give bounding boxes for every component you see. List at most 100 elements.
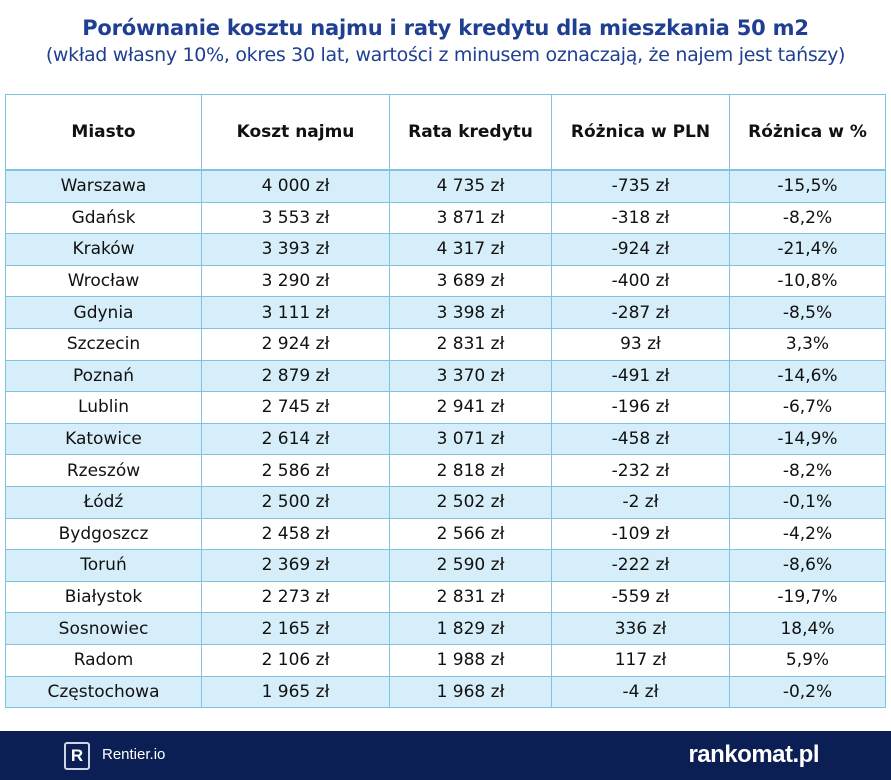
- cell-rent-cost: 2 106 zł: [201, 644, 390, 677]
- table-row: Gdynia 3 111 zł 3 398 zł -287 zł -8,5%: [5, 296, 886, 329]
- cell-rent-cost: 2 586 zł: [201, 454, 390, 487]
- cell-loan-installment: 2 941 zł: [389, 391, 552, 424]
- cell-difference-pln: -491 zł: [551, 360, 730, 393]
- table-row: Częstochowa 1 965 zł 1 968 zł -4 zł -0,2%: [5, 676, 886, 709]
- table-row: Rzeszów 2 586 zł 2 818 zł -232 zł -8,2%: [5, 454, 886, 487]
- cell-difference-pln: -735 zł: [551, 170, 730, 203]
- table-header-row: Miasto Koszt najmu Rata kredytu Różnica …: [5, 94, 886, 171]
- table-row: Bydgoszcz 2 458 zł 2 566 zł -109 zł -4,2%: [5, 518, 886, 551]
- cell-difference-pln: -109 zł: [551, 518, 730, 551]
- table-row: Szczecin 2 924 zł 2 831 zł 93 zł 3,3%: [5, 328, 886, 361]
- cell-rent-cost: 2 745 zł: [201, 391, 390, 424]
- cell-loan-installment: 3 871 zł: [389, 202, 552, 235]
- cell-difference-pln: -458 zł: [551, 423, 730, 456]
- cell-difference-percent: -8,2%: [729, 202, 886, 235]
- cell-loan-installment: 3 689 zł: [389, 265, 552, 298]
- cell-difference-pln: -287 zł: [551, 296, 730, 329]
- cell-rent-cost: 2 500 zł: [201, 486, 390, 519]
- cell-difference-pln: 117 zł: [551, 644, 730, 677]
- rankomat-logo: rankomat.pl: [688, 741, 819, 768]
- table-row: Gdańsk 3 553 zł 3 871 zł -318 zł -8,2%: [5, 202, 886, 235]
- cell-difference-percent: -19,7%: [729, 581, 886, 614]
- table-row: Warszawa 4 000 zł 4 735 zł -735 zł -15,5%: [5, 170, 886, 203]
- cell-loan-installment: 3 398 zł: [389, 296, 552, 329]
- cell-city: Toruń: [5, 549, 202, 582]
- cell-difference-pln: -559 zł: [551, 581, 730, 614]
- cell-difference-pln: -318 zł: [551, 202, 730, 235]
- cell-loan-installment: 1 829 zł: [389, 612, 552, 645]
- cell-difference-percent: -0,1%: [729, 486, 886, 519]
- cell-loan-installment: 2 831 zł: [389, 581, 552, 614]
- table-row: Radom 2 106 zł 1 988 zł 117 zł 5,9%: [5, 644, 886, 677]
- column-header-city: Miasto: [5, 94, 202, 171]
- cell-loan-installment: 3 071 zł: [389, 423, 552, 456]
- cell-difference-percent: -4,2%: [729, 518, 886, 551]
- cell-difference-pln: -924 zł: [551, 233, 730, 266]
- table-row: Wrocław 3 290 zł 3 689 zł -400 zł -10,8%: [5, 265, 886, 298]
- cell-rent-cost: 3 393 zł: [201, 233, 390, 266]
- cell-city: Poznań: [5, 360, 202, 393]
- cell-difference-pln: -222 zł: [551, 549, 730, 582]
- table-row: Poznań 2 879 zł 3 370 zł -491 zł -14,6%: [5, 360, 886, 393]
- cell-rent-cost: 2 458 zł: [201, 518, 390, 551]
- rentier-logo-icon: R: [64, 742, 90, 770]
- cell-difference-percent: -8,2%: [729, 454, 886, 487]
- cell-difference-percent: 18,4%: [729, 612, 886, 645]
- cell-city: Szczecin: [5, 328, 202, 361]
- table-row: Katowice 2 614 zł 3 071 zł -458 zł -14,9%: [5, 423, 886, 456]
- cell-loan-installment: 2 818 zł: [389, 454, 552, 487]
- cell-city: Kraków: [5, 233, 202, 266]
- table-body: Warszawa 4 000 zł 4 735 zł -735 zł -15,5% Gda…: [5, 170, 886, 709]
- chart-subtitle: (wkład własny 10%, okres 30 lat, wartośc…: [45, 44, 846, 66]
- table-row: Lublin 2 745 zł 2 941 zł -196 zł -6,7%: [5, 391, 886, 424]
- chart-title: Porównanie kosztu najmu i raty kredytu d…: [82, 16, 809, 40]
- cell-loan-installment: 2 502 zł: [389, 486, 552, 519]
- cell-loan-installment: 4 317 zł: [389, 233, 552, 266]
- cell-rent-cost: 1 965 zł: [201, 676, 390, 709]
- cell-rent-cost: 2 273 zł: [201, 581, 390, 614]
- cell-rent-cost: 2 924 zł: [201, 328, 390, 361]
- cell-rent-cost: 3 290 zł: [201, 265, 390, 298]
- cell-city: Gdynia: [5, 296, 202, 329]
- cell-city: Białystok: [5, 581, 202, 614]
- cell-city: Lublin: [5, 391, 202, 424]
- cell-difference-percent: -14,9%: [729, 423, 886, 456]
- cell-difference-percent: -8,6%: [729, 549, 886, 582]
- cell-difference-percent: 5,9%: [729, 644, 886, 677]
- column-header-difference-pln: Różnica w PLN: [551, 94, 730, 171]
- cell-loan-installment: 4 735 zł: [389, 170, 552, 203]
- cell-city: Częstochowa: [5, 676, 202, 709]
- footer-bar: R Rentier.io rankomat.pl: [0, 731, 891, 780]
- cell-rent-cost: 2 165 zł: [201, 612, 390, 645]
- title-block: Porównanie kosztu najmu i raty kredytu d…: [0, 0, 891, 66]
- cell-difference-percent: -8,5%: [729, 296, 886, 329]
- table-row: Łódź 2 500 zł 2 502 zł -2 zł -0,1%: [5, 486, 886, 519]
- table-row: Sosnowiec 2 165 zł 1 829 zł 336 zł 18,4%: [5, 612, 886, 645]
- cell-city: Radom: [5, 644, 202, 677]
- cell-city: Warszawa: [5, 170, 202, 203]
- cell-city: Wrocław: [5, 265, 202, 298]
- column-header-loan-installment: Rata kredytu: [389, 94, 552, 171]
- cell-city: Bydgoszcz: [5, 518, 202, 551]
- cell-difference-pln: -2 zł: [551, 486, 730, 519]
- comparison-table: Miasto Koszt najmu Rata kredytu Różnica …: [5, 94, 886, 709]
- cell-rent-cost: 2 369 zł: [201, 549, 390, 582]
- cell-loan-installment: 1 968 zł: [389, 676, 552, 709]
- cell-difference-pln: 93 zł: [551, 328, 730, 361]
- cell-loan-installment: 2 566 zł: [389, 518, 552, 551]
- table-row: Białystok 2 273 zł 2 831 zł -559 zł -19,7%: [5, 581, 886, 614]
- table-row: Kraków 3 393 zł 4 317 zł -924 zł -21,4%: [5, 233, 886, 266]
- cell-difference-percent: -15,5%: [729, 170, 886, 203]
- cell-difference-pln: -196 zł: [551, 391, 730, 424]
- cell-difference-percent: -6,7%: [729, 391, 886, 424]
- cell-city: Gdańsk: [5, 202, 202, 235]
- cell-difference-pln: -4 zł: [551, 676, 730, 709]
- cell-difference-percent: -21,4%: [729, 233, 886, 266]
- cell-loan-installment: 2 831 zł: [389, 328, 552, 361]
- cell-loan-installment: 1 988 zł: [389, 644, 552, 677]
- cell-rent-cost: 2 879 zł: [201, 360, 390, 393]
- cell-city: Rzeszów: [5, 454, 202, 487]
- cell-rent-cost: 3 111 zł: [201, 296, 390, 329]
- cell-city: Łódź: [5, 486, 202, 519]
- cell-difference-percent: -14,6%: [729, 360, 886, 393]
